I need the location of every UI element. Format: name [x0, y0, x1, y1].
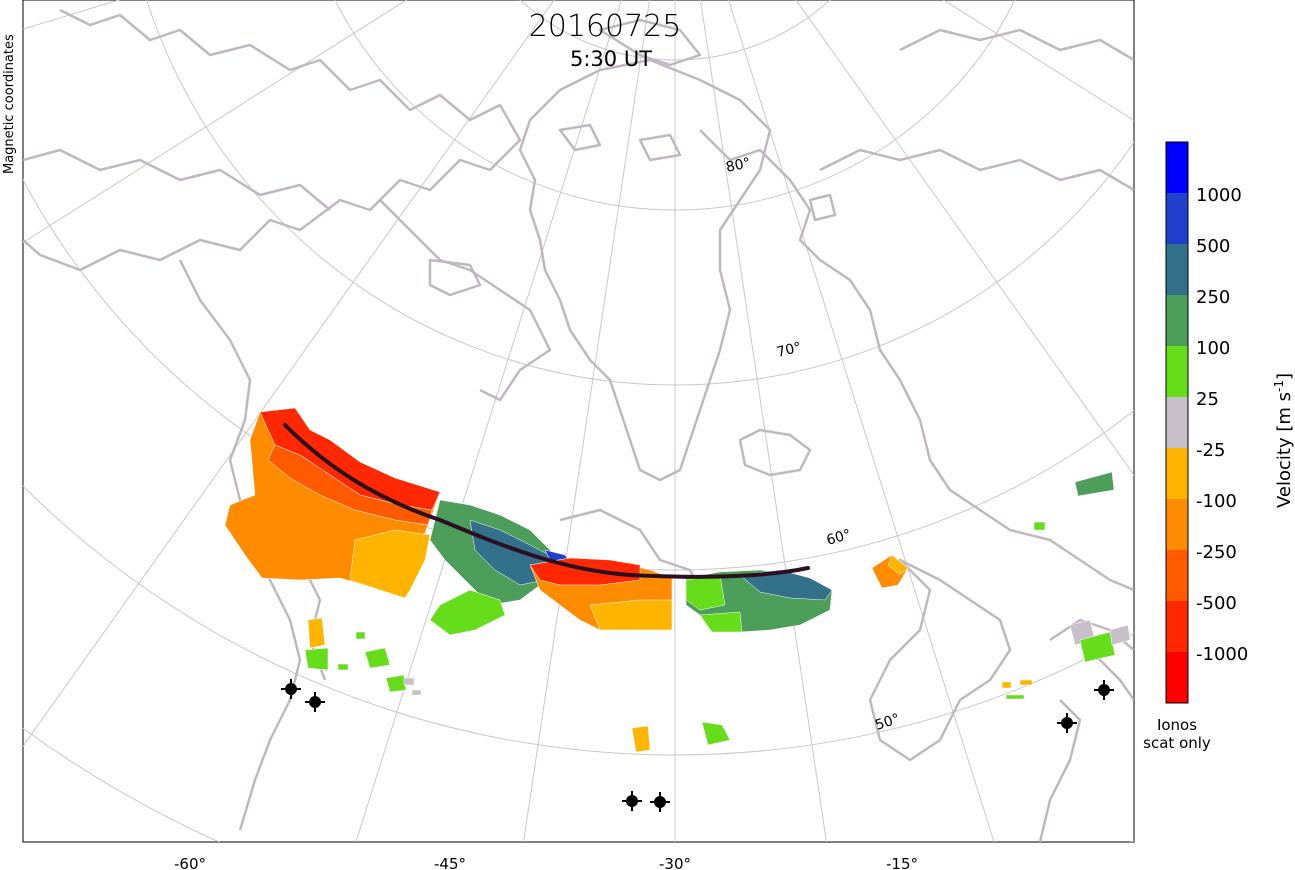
map-time: 5:30 UT: [570, 47, 652, 71]
lon-label-minus15: -15°: [886, 855, 918, 870]
lon-label-minus45: -45°: [434, 855, 466, 870]
cb-tick-minus250: -250: [1196, 542, 1237, 563]
lat-label-60: 60°: [825, 527, 853, 549]
lat-label-50: 50°: [873, 711, 902, 734]
cb-tick-1000: 1000: [1196, 185, 1242, 206]
ionos-label: Ionos: [1157, 716, 1197, 734]
colorbar-segment: [1166, 397, 1188, 448]
colorbar-tick-labels: 1000 500 250 100 25 -25 -100 -250 -500 -…: [1196, 185, 1248, 665]
colorbar-frame: [1165, 141, 1189, 704]
lat-label-70: 70°: [775, 339, 803, 361]
lat-label-80: 80°: [725, 155, 753, 176]
velocity-colorbar: [1165, 141, 1189, 704]
colorbar-segment: [1166, 601, 1188, 652]
map-date: 20160725: [529, 9, 682, 44]
colorbar-segment: [1166, 295, 1188, 346]
colorbar-segment: [1166, 448, 1188, 499]
lon-label-minus60: -60°: [174, 855, 206, 870]
cb-tick-100: 100: [1196, 338, 1230, 359]
colorbar-segment: [1166, 550, 1188, 601]
cb-tick-minus500: -500: [1196, 593, 1237, 614]
convection-boundary: [283, 423, 810, 579]
colorbar-segment: [1166, 244, 1188, 295]
colorbar-segment: [1166, 652, 1188, 703]
cb-tick-25: 25: [1196, 389, 1219, 410]
coordinate-system-label: Magnetic coordinates: [2, 34, 17, 174]
cb-tick-250: 250: [1196, 287, 1230, 308]
station-markers: [281, 679, 1114, 812]
colorbar-segment: [1166, 346, 1188, 397]
lon-label-minus30: -30°: [659, 855, 691, 870]
plot-frame: [22, 0, 1135, 843]
cb-tick-minus100: -100: [1196, 491, 1237, 512]
cb-tick-minus25: -25: [1196, 440, 1225, 461]
colorbar-segment: [1166, 193, 1188, 244]
colorbar-segment: [1166, 142, 1188, 193]
cb-tick-500: 500: [1196, 236, 1230, 257]
colorbar-segment: [1166, 499, 1188, 550]
colorbar-title: Velocity [m s-1]: [1272, 373, 1295, 508]
radar-echoes: [224, 407, 1131, 753]
scat-only-label: scat only: [1143, 734, 1211, 752]
cb-tick-minus1000: -1000: [1196, 644, 1248, 665]
